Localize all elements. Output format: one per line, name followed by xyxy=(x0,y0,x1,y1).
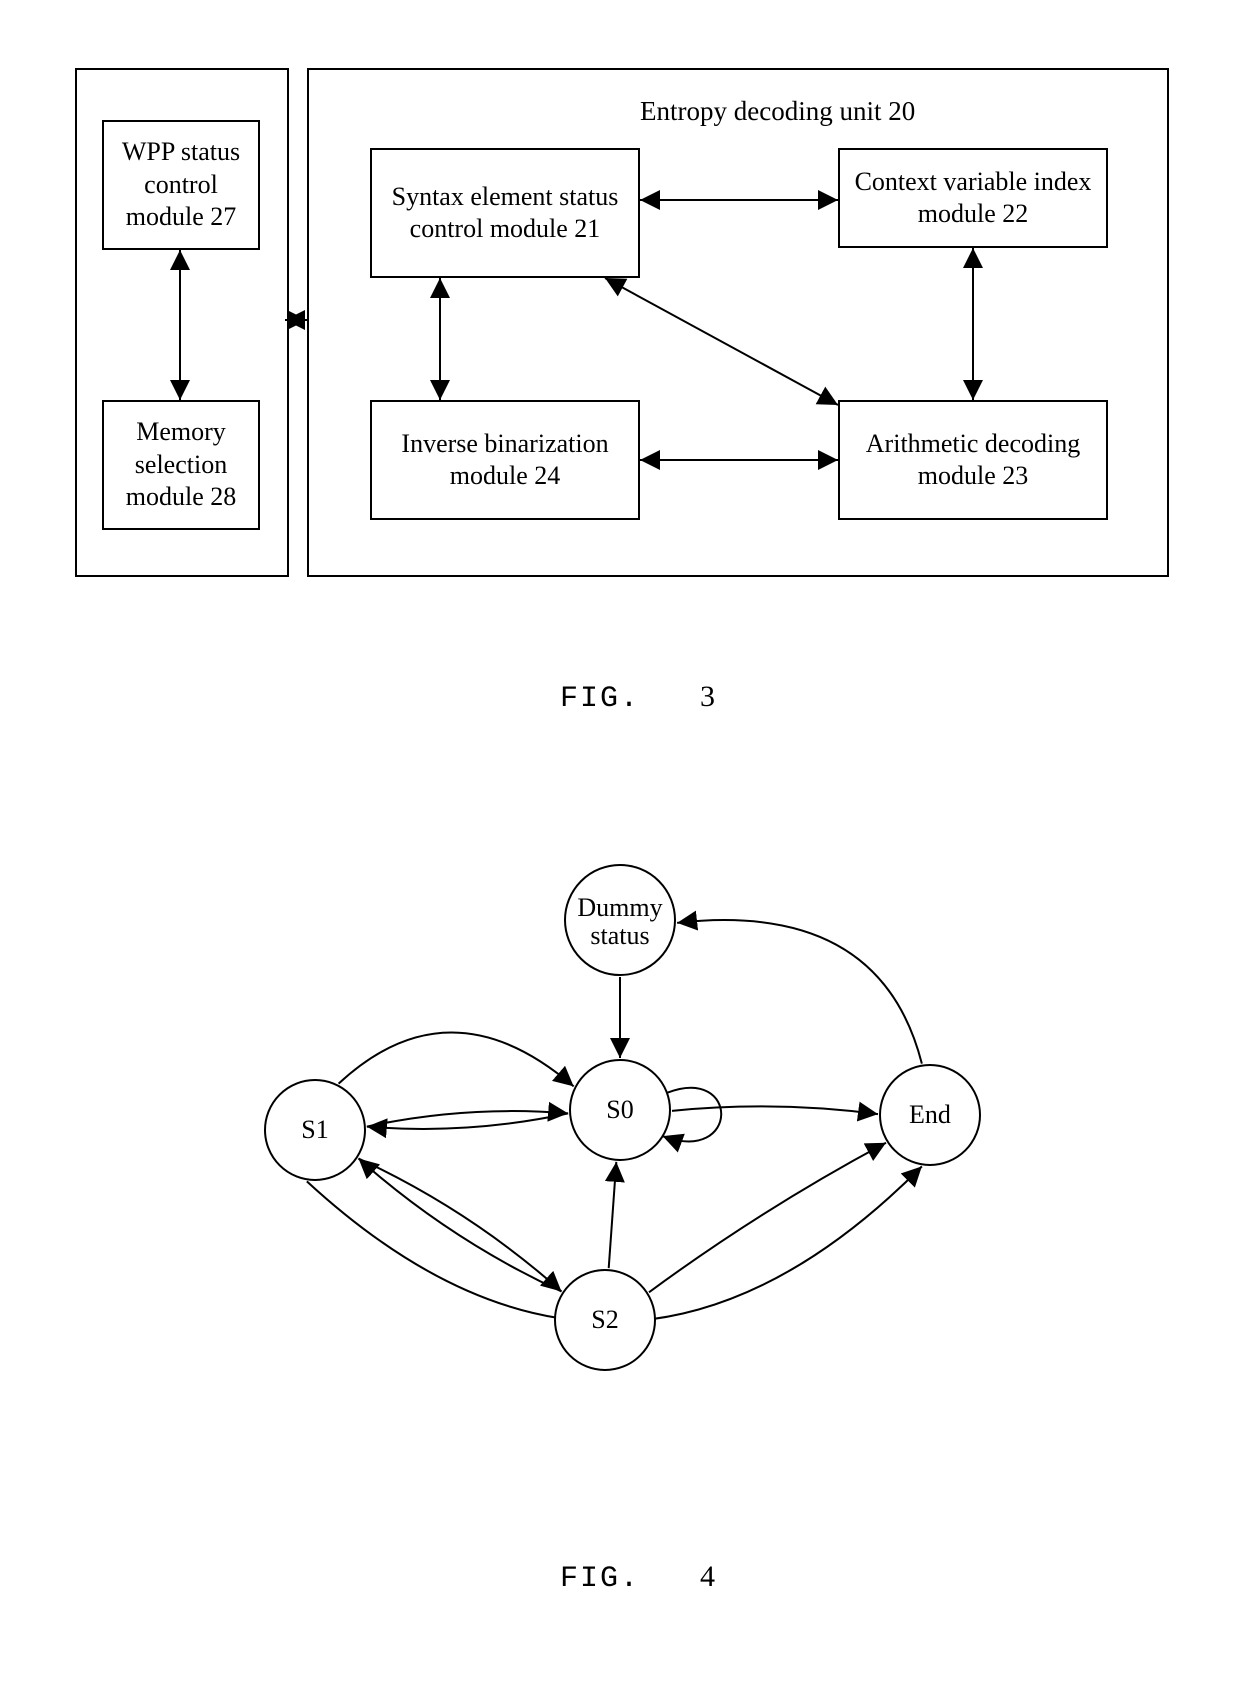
box-inv-label: Inverse binarization module 24 xyxy=(380,428,630,493)
box-ctx-label: Context variable index module 22 xyxy=(848,166,1098,231)
edge-s2-s1 xyxy=(358,1158,561,1291)
node-end-label: End xyxy=(909,1100,951,1129)
box-wpp: WPP status control module 27 xyxy=(102,120,260,250)
fig3-caption-num: 3 xyxy=(700,680,717,713)
box-mem: Memory selection module 28 xyxy=(102,400,260,530)
fig4-caption-prefix: FIG. xyxy=(560,1562,640,1596)
box-syntax: Syntax element status control module 21 xyxy=(370,148,640,278)
box-ctx: Context variable index module 22 xyxy=(838,148,1108,248)
fig4-caption: FIG. 4 xyxy=(560,1560,717,1596)
fig4-diagram: Dummystatus S0 S1 S2 End xyxy=(120,830,1120,1470)
box-arith-label: Arithmetic decoding module 23 xyxy=(848,428,1098,493)
fig3-caption-prefix: FIG. xyxy=(560,682,640,716)
edge-s0-self xyxy=(663,1088,722,1142)
edge-end-dummy xyxy=(677,920,922,1064)
node-s2-label: S2 xyxy=(591,1305,618,1334)
node-dummy-label2: status xyxy=(590,921,649,950)
edge-s0-end xyxy=(672,1106,878,1114)
node-s1-label: S1 xyxy=(301,1115,328,1144)
edge-s2-s0 xyxy=(609,1162,617,1268)
box-syntax-label: Syntax element status control module 21 xyxy=(380,181,630,246)
edge-s2-end xyxy=(649,1143,886,1293)
node-dummy-label1: Dummy xyxy=(577,893,662,922)
fig3-caption: FIG. 3 xyxy=(560,680,717,716)
edge-s1-s2 xyxy=(358,1158,561,1291)
box-inv: Inverse binarization module 24 xyxy=(370,400,640,520)
box-arith: Arithmetic decoding module 23 xyxy=(838,400,1108,520)
node-s0-label: S0 xyxy=(606,1095,633,1124)
box-mem-label: Memory selection module 28 xyxy=(112,416,250,514)
fig3-right-title: Entropy decoding unit 20 xyxy=(640,96,915,127)
edge-s1-s0-upper xyxy=(339,1033,574,1087)
fig4-caption-num: 4 xyxy=(700,1560,717,1593)
box-wpp-label: WPP status control module 27 xyxy=(112,136,250,234)
